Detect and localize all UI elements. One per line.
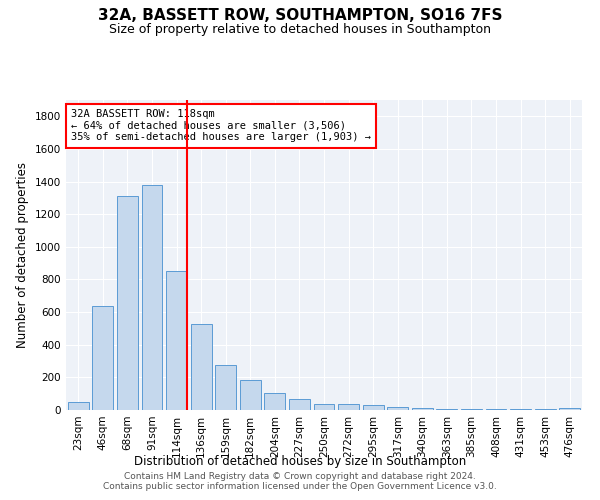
Bar — [240, 380, 261, 410]
Bar — [338, 404, 359, 410]
Bar — [191, 324, 212, 410]
Bar — [436, 408, 457, 410]
Bar — [485, 409, 506, 410]
Text: Contains public sector information licensed under the Open Government Licence v3: Contains public sector information licen… — [103, 482, 497, 491]
Y-axis label: Number of detached properties: Number of detached properties — [16, 162, 29, 348]
Bar — [387, 406, 408, 410]
Bar — [142, 185, 163, 410]
Text: Distribution of detached houses by size in Southampton: Distribution of detached houses by size … — [134, 455, 466, 468]
Text: 32A BASSETT ROW: 118sqm
← 64% of detached houses are smaller (3,506)
35% of semi: 32A BASSETT ROW: 118sqm ← 64% of detache… — [71, 110, 371, 142]
Bar — [166, 272, 187, 410]
Bar — [117, 196, 138, 410]
Bar — [289, 400, 310, 410]
Bar — [535, 409, 556, 410]
Bar — [510, 409, 531, 410]
Bar — [215, 365, 236, 410]
Bar — [92, 306, 113, 410]
Bar — [559, 408, 580, 410]
Bar — [412, 408, 433, 410]
Bar — [362, 405, 383, 410]
Text: 32A, BASSETT ROW, SOUTHAMPTON, SO16 7FS: 32A, BASSETT ROW, SOUTHAMPTON, SO16 7FS — [98, 8, 502, 22]
Bar — [314, 404, 334, 410]
Bar — [68, 402, 89, 410]
Bar — [265, 393, 286, 410]
Bar — [461, 408, 482, 410]
Text: Size of property relative to detached houses in Southampton: Size of property relative to detached ho… — [109, 22, 491, 36]
Text: Contains HM Land Registry data © Crown copyright and database right 2024.: Contains HM Land Registry data © Crown c… — [124, 472, 476, 481]
